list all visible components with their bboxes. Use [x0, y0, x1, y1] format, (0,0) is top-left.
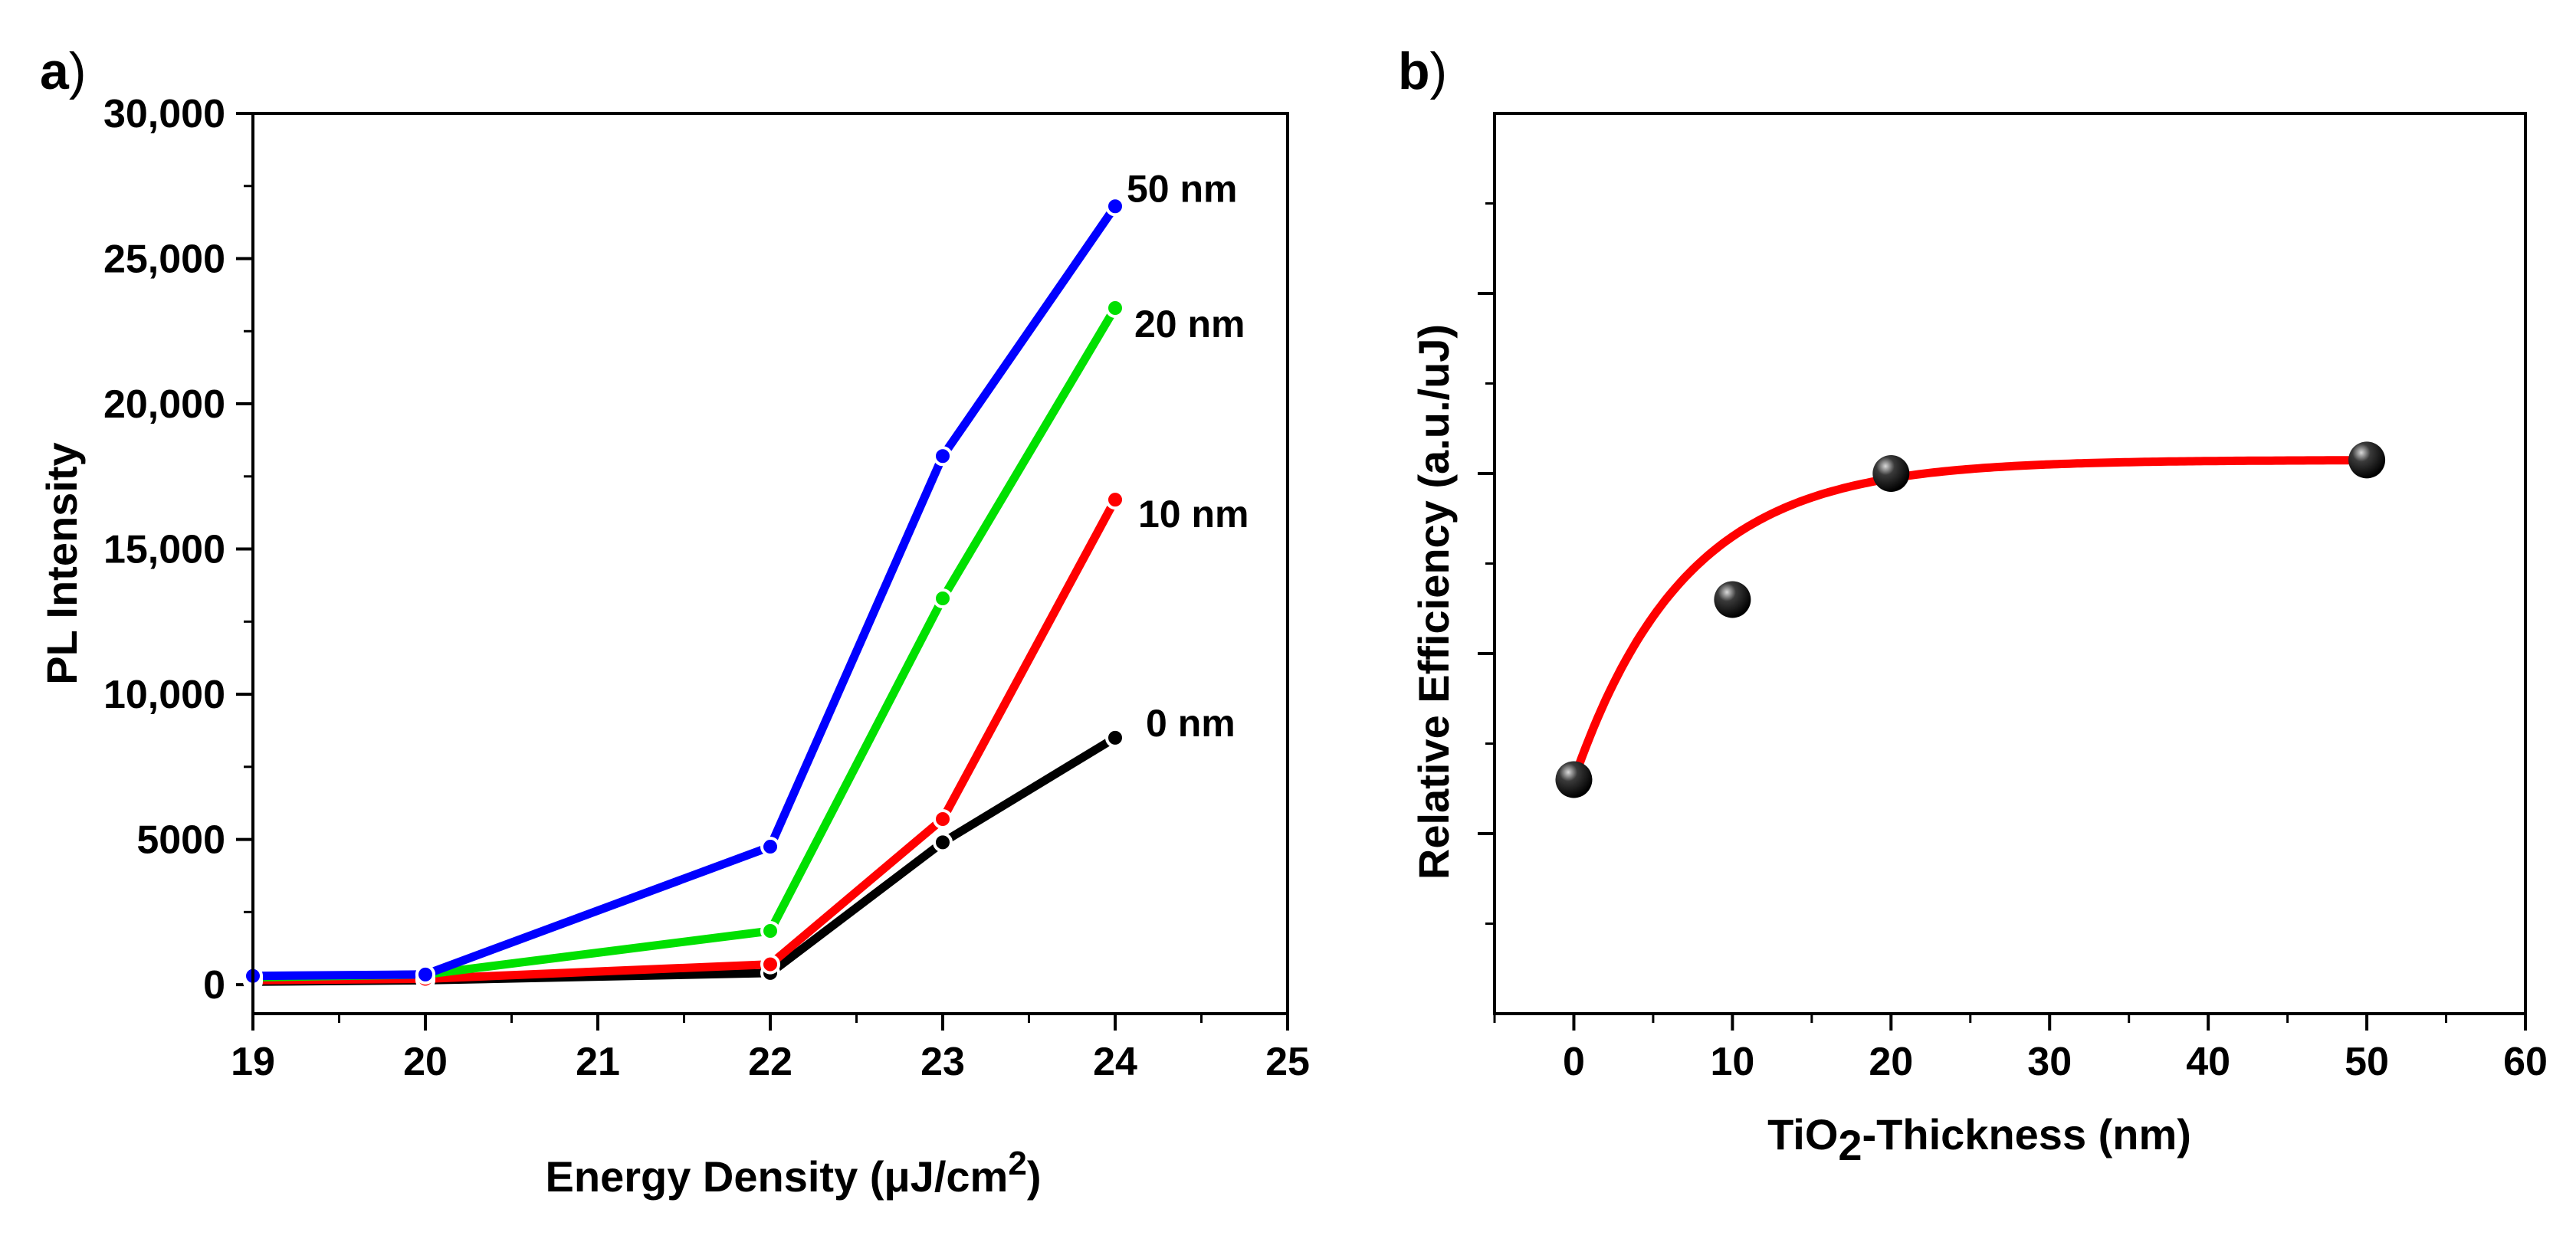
- panel-a-series-lines: [252, 204, 1119, 986]
- y-tick-label: 5000: [136, 818, 225, 863]
- data-point: [933, 446, 953, 467]
- series-label: 20 nm: [1134, 303, 1245, 346]
- data-point: [1872, 455, 1910, 492]
- panel-a-plot-frame: [251, 112, 1289, 1015]
- x-tick-label: 10: [1710, 1040, 1754, 1084]
- data-point: [2348, 441, 2386, 479]
- panel-a-ticks: 19 20 21 22 23 24 25 0 5000 10,000 15,000 20,000 25,…: [103, 92, 1310, 1084]
- panel-b-y-axis-title: Relative Efficiency (a.u./uJ): [1409, 324, 1458, 880]
- x-tick-label: 0: [1563, 1040, 1585, 1084]
- data-point: [1105, 490, 1125, 510]
- data-point: [1105, 196, 1125, 217]
- x-tick-label: 20: [1869, 1040, 1913, 1084]
- panel-a-y-axis-title: PL Intensity: [38, 442, 86, 684]
- data-point: [933, 809, 953, 830]
- panel-b-points: [1555, 441, 2386, 798]
- x-tick-label: 25: [1265, 1040, 1310, 1084]
- data-point: [760, 920, 780, 941]
- panel-b-x-axis-title: TiO2-Thickness (nm): [1767, 1110, 2191, 1169]
- x-tick-label: 60: [2503, 1040, 2548, 1084]
- data-point: [933, 588, 953, 608]
- series-line-50nm: [252, 204, 1119, 981]
- series-label: 50 nm: [1127, 167, 1238, 210]
- x-tick-label: 22: [748, 1040, 792, 1084]
- data-point: [933, 832, 953, 853]
- y-tick-label: 30,000: [103, 92, 225, 136]
- panel-b: b) 0 10 20 30 40 50 60 TiO2-Thickness (nm) Rel…: [1398, 42, 2548, 1169]
- data-point: [1105, 727, 1125, 748]
- panel-b-plot-frame: [1493, 112, 2527, 1015]
- x-tick-label: 50: [2345, 1040, 2389, 1084]
- panel-a-points: [243, 196, 1125, 992]
- data-point: [1714, 581, 1751, 618]
- data-point: [1555, 761, 1593, 798]
- y-tick-label: 10,000: [103, 673, 225, 717]
- y-tick-label: 15,000: [103, 528, 225, 572]
- data-point: [760, 954, 780, 975]
- series-label: 10 nm: [1138, 493, 1249, 536]
- panel-b-label: b): [1398, 42, 1447, 100]
- panel-a-series-labels: 0 nm 10 nm 20 nm 50 nm: [1127, 167, 1249, 745]
- panel-a-label: a): [40, 42, 86, 100]
- panel-a: a) 19 20 21 22 23 24 25 0 5000 10,000 15,000 20,000…: [38, 42, 1310, 1201]
- y-tick-label: 25,000: [103, 238, 225, 282]
- y-tick-label: 0: [203, 963, 225, 1008]
- x-tick-label: 19: [231, 1040, 275, 1084]
- x-tick-label: 21: [576, 1040, 620, 1084]
- y-tick-label: 20,000: [103, 382, 225, 427]
- panel-a-x-axis-title: Energy Density (μJ/cm2): [546, 1145, 1042, 1201]
- x-tick-label: 24: [1093, 1040, 1137, 1084]
- x-tick-label: 30: [2027, 1040, 2072, 1084]
- series-label: 0 nm: [1146, 702, 1235, 745]
- data-point: [760, 837, 780, 857]
- x-tick-label: 40: [2186, 1040, 2230, 1084]
- x-tick-label: 20: [403, 1040, 448, 1084]
- x-tick-label: 23: [920, 1040, 965, 1084]
- data-point: [415, 964, 435, 985]
- series-line-10nm: [252, 497, 1119, 985]
- panel-b-fit-curve: [1570, 456, 2371, 784]
- data-point: [1105, 297, 1125, 318]
